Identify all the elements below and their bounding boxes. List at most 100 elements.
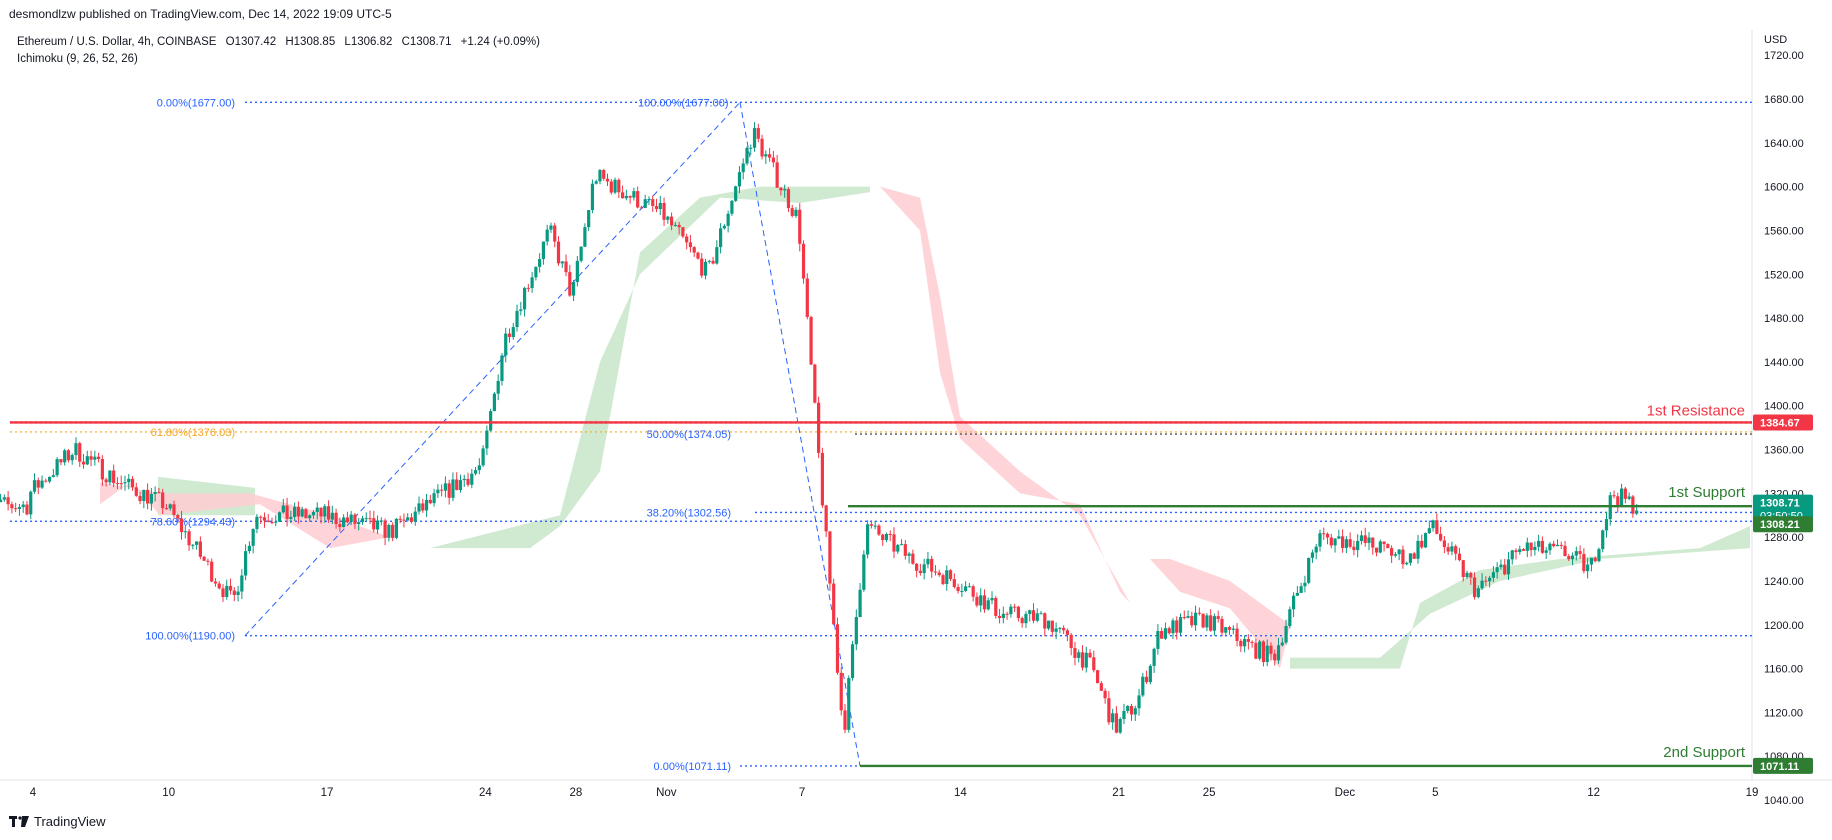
candle: [1469, 571, 1473, 585]
candle: [289, 510, 293, 523]
footer-brand[interactable]: TradingView: [9, 814, 106, 829]
candle-body: [549, 225, 553, 230]
candle-body: [1299, 586, 1303, 593]
candle: [964, 581, 968, 593]
candle-body: [685, 236, 689, 243]
candle: [1627, 492, 1631, 501]
candle: [402, 513, 406, 528]
x-tick-label: 12: [1587, 787, 1600, 799]
candle-body: [63, 450, 67, 463]
candle-body: [206, 560, 210, 562]
candle-body: [941, 575, 945, 584]
candle: [1450, 541, 1454, 556]
candle-body: [854, 617, 858, 645]
candle-body: [368, 518, 372, 520]
candle-body: [1612, 495, 1616, 497]
candle-body: [534, 266, 538, 278]
candle: [59, 459, 63, 466]
indicator-legend[interactable]: Ichimoku (9, 26, 52, 26): [17, 53, 138, 65]
candle: [768, 147, 772, 162]
candle-body: [1186, 616, 1190, 618]
candle: [632, 187, 636, 201]
fib-label: 0.00%(1677.00): [157, 97, 235, 109]
candle: [315, 502, 319, 520]
candle: [647, 196, 651, 206]
candle: [1005, 611, 1009, 620]
candle: [466, 472, 470, 487]
symbol-name[interactable]: Ethereum / U.S. Dollar, 4h, COINBASE: [17, 36, 217, 48]
candle: [213, 578, 218, 587]
candle-body: [918, 570, 922, 574]
candle: [413, 506, 417, 526]
candle-body: [1065, 630, 1070, 635]
candle-body: [1333, 538, 1337, 546]
candle: [1299, 582, 1303, 594]
candle: [526, 283, 530, 292]
candle: [342, 514, 346, 528]
fib-label: 100.00%(1677.00): [638, 97, 729, 109]
candle-body: [937, 572, 941, 576]
candle-body: [1314, 546, 1318, 553]
candle: [730, 199, 734, 216]
candle: [1374, 547, 1379, 557]
candle: [1484, 576, 1488, 586]
candle: [1521, 547, 1526, 552]
candle: [813, 363, 817, 404]
candle: [617, 178, 621, 199]
candle-body: [839, 672, 843, 711]
candle-body: [119, 483, 123, 485]
candle-body: [198, 541, 202, 557]
candle-body: [1088, 652, 1092, 658]
cloud-bearish-segment: [880, 186, 1130, 603]
candle: [1397, 548, 1401, 561]
candle-body: [1122, 710, 1126, 719]
candle: [130, 476, 135, 491]
candle-body: [1099, 683, 1103, 691]
candle-body: [1435, 520, 1439, 534]
candle: [489, 408, 493, 432]
candle: [225, 579, 229, 600]
candle-body: [982, 595, 987, 610]
candle: [334, 508, 338, 529]
candle: [364, 512, 368, 522]
candle: [1325, 532, 1330, 545]
candle-body: [153, 491, 157, 494]
candle-body: [500, 355, 504, 382]
candle: [1314, 543, 1318, 560]
candle: [719, 223, 723, 254]
candle: [1435, 513, 1439, 535]
candle-body: [342, 517, 346, 528]
candle: [945, 565, 949, 591]
candle: [394, 518, 399, 540]
candle-body: [315, 507, 319, 512]
candle-body: [1439, 533, 1443, 541]
tradingview-logo-icon: [9, 816, 29, 827]
candle: [737, 166, 742, 194]
candle: [1190, 611, 1194, 628]
candle-body: [1231, 628, 1235, 630]
candle-body: [519, 309, 523, 311]
candle: [1163, 622, 1168, 640]
candle: [247, 541, 251, 554]
candle-body: [1137, 695, 1141, 709]
candle: [470, 468, 474, 489]
candle: [1235, 623, 1239, 647]
candle: [1224, 626, 1228, 635]
candle: [798, 203, 802, 252]
y-tick-label: 1640.00: [1764, 138, 1804, 150]
publisher-text: desmondlzw published on TradingView.com,…: [9, 7, 392, 21]
candle-body: [737, 172, 742, 187]
candle-body: [971, 586, 975, 597]
candle: [138, 491, 142, 505]
cloud-bearish-segment: [100, 482, 390, 549]
candle: [1356, 534, 1360, 558]
candle: [1209, 609, 1213, 632]
candle: [1390, 545, 1394, 563]
price-chart[interactable]: 1040.001080.001120.001160.001200.001240.…: [0, 0, 1832, 810]
candle-body: [568, 272, 572, 296]
candle-body: [93, 456, 97, 460]
candle-body: [1318, 533, 1322, 547]
candle-body: [221, 588, 225, 597]
candle-body: [768, 154, 772, 158]
candle-body: [749, 147, 753, 149]
